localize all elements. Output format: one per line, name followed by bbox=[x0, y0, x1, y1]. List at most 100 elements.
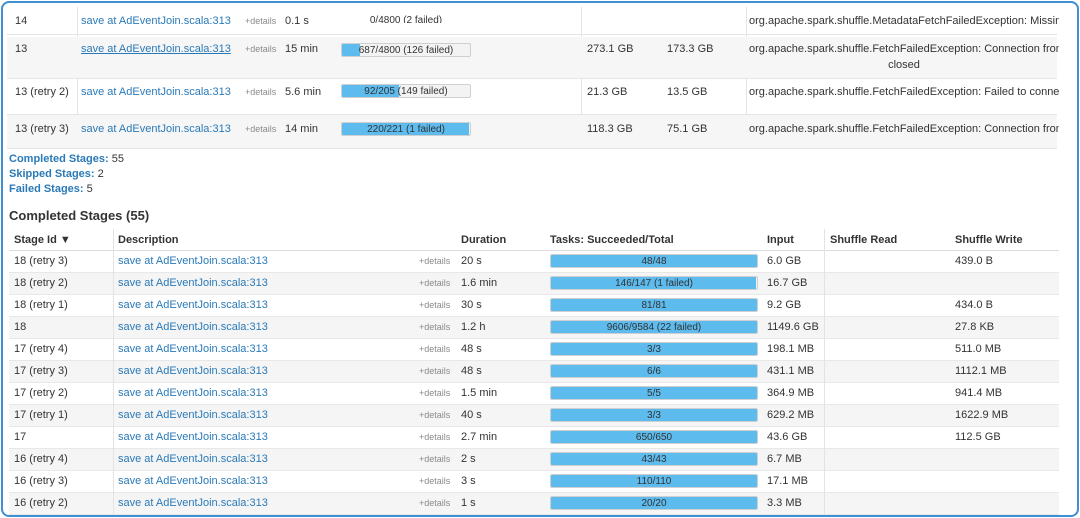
details-toggle[interactable]: +details bbox=[245, 44, 277, 54]
stage-duration: 48 s bbox=[461, 365, 482, 377]
stage-shuffle-write: 1622.9 MB bbox=[955, 409, 1009, 421]
stage-input: 6.7 MB bbox=[767, 453, 802, 465]
tasks-progress-bar: 3/3 bbox=[550, 342, 758, 356]
column-header-duration[interactable]: Duration bbox=[461, 234, 507, 246]
stage-description-link[interactable]: save at AdEventJoin.scala:313 bbox=[118, 277, 268, 289]
tasks-progress-bar: 20/20 bbox=[550, 496, 758, 510]
column-header-stage-id[interactable]: Stage Id ▼ bbox=[14, 234, 71, 246]
completed-stages-link[interactable]: Completed Stages: bbox=[9, 153, 109, 165]
stage-duration: 1.6 min bbox=[461, 277, 498, 289]
tasks-progress-bar: 92/205 (149 failed) bbox=[341, 84, 471, 98]
table-row: 18 (retry 2) save at AdEventJoin.scala:31… bbox=[9, 273, 1059, 295]
table-row: 17 (retry 1) save at AdEventJoin.scala:31… bbox=[9, 405, 1059, 427]
stage-id: 17 bbox=[14, 431, 27, 443]
stage-duration: 40 s bbox=[461, 409, 482, 421]
stage-description-link[interactable]: save at AdEventJoin.scala:313 bbox=[118, 343, 268, 355]
stage-id: 14 bbox=[15, 15, 28, 27]
column-header-shuffle-write[interactable]: Shuffle Write bbox=[955, 234, 1023, 246]
skipped-stages-link[interactable]: Skipped Stages: bbox=[9, 168, 95, 180]
details-toggle[interactable]: +details bbox=[419, 410, 451, 420]
stage-id: 18 (retry 3) bbox=[14, 255, 68, 267]
table-header: Stage Id ▼ Description Duration Tasks: S… bbox=[9, 229, 1059, 251]
details-toggle[interactable]: +details bbox=[419, 388, 451, 398]
failed-stages-table: 14 save at AdEventJoin.scala:313 +detail… bbox=[7, 7, 1059, 149]
stage-shuffle-write: 27.8 KB bbox=[955, 321, 995, 333]
details-toggle[interactable]: +details bbox=[419, 432, 451, 442]
column-header-shuffle-read[interactable]: Shuffle Read bbox=[830, 234, 898, 246]
details-toggle[interactable]: +details bbox=[245, 87, 277, 97]
stage-description-link[interactable]: save at AdEventJoin.scala:313 bbox=[81, 15, 231, 27]
summary-skipped: Skipped Stages: 2 bbox=[9, 168, 104, 180]
stage-description-link[interactable]: save at AdEventJoin.scala:313 bbox=[81, 43, 231, 55]
stage-id: 17 (retry 1) bbox=[14, 409, 68, 421]
details-toggle[interactable]: +details bbox=[419, 278, 451, 288]
progress-label: 48/48 bbox=[641, 256, 667, 267]
stage-shuffle-write: 511.0 MB bbox=[955, 343, 1002, 355]
stage-description-link[interactable]: save at AdEventJoin.scala:313 bbox=[118, 497, 268, 509]
stage-id: 13 (retry 2) bbox=[15, 86, 69, 98]
tasks-progress-bar: 6/6 bbox=[550, 364, 758, 378]
details-toggle[interactable]: +details bbox=[419, 454, 451, 464]
details-toggle[interactable]: +details bbox=[419, 300, 451, 310]
stage-id: 18 bbox=[14, 321, 27, 333]
stage-description-link[interactable]: save at AdEventJoin.scala:313 bbox=[118, 453, 268, 465]
progress-label: 5/5 bbox=[647, 388, 661, 399]
details-toggle[interactable]: +details bbox=[245, 16, 277, 26]
stage-description-link[interactable]: save at AdEventJoin.scala:313 bbox=[118, 365, 268, 377]
stage-description-link[interactable]: save at AdEventJoin.scala:313 bbox=[118, 409, 268, 421]
stage-description-link[interactable]: save at AdEventJoin.scala:313 bbox=[118, 475, 268, 487]
stage-id: 13 bbox=[15, 43, 28, 55]
stage-description-link[interactable]: save at AdEventJoin.scala:313 bbox=[118, 299, 268, 311]
stage-duration: 14 min bbox=[285, 123, 319, 135]
stage-input: 198.1 MB bbox=[767, 343, 815, 355]
tasks-progress-bar: 110/110 bbox=[550, 474, 758, 488]
stage-shuffle-read: 13.5 GB bbox=[667, 86, 708, 98]
stage-duration: 1 s bbox=[461, 497, 476, 509]
details-toggle[interactable]: +details bbox=[419, 366, 451, 376]
stage-input: 43.6 GB bbox=[767, 431, 808, 443]
column-header-description[interactable]: Description bbox=[118, 234, 179, 246]
column-header-tasks[interactable]: Tasks: Succeeded/Total bbox=[550, 234, 674, 246]
failure-reason: org.apache.spark.shuffle.FetchFailedExce… bbox=[749, 123, 1059, 135]
completed-stages-heading: Completed Stages (55) bbox=[9, 208, 150, 223]
details-toggle[interactable]: +details bbox=[419, 498, 451, 508]
table-row: 13 (retry 2) save at AdEventJoin.scala:3… bbox=[7, 81, 1059, 115]
stage-description-link[interactable]: save at AdEventJoin.scala:313 bbox=[118, 321, 268, 333]
failure-reason: org.apache.spark.shuffle.MetadataFetchFa… bbox=[749, 15, 1059, 27]
details-toggle[interactable]: +details bbox=[419, 344, 451, 354]
stage-description-link[interactable]: save at AdEventJoin.scala:313 bbox=[81, 86, 231, 98]
summary-completed: Completed Stages: 55 bbox=[9, 153, 124, 165]
failed-stages-count: 5 bbox=[86, 183, 93, 195]
details-toggle[interactable]: +details bbox=[419, 476, 451, 486]
table-row: 14 save at AdEventJoin.scala:313 +detail… bbox=[7, 7, 1059, 35]
progress-label: 687/4800 (126 failed) bbox=[358, 45, 454, 56]
progress-label: 0/4800 (2 failed) bbox=[369, 15, 443, 24]
stage-description-link[interactable]: save at AdEventJoin.scala:313 bbox=[118, 431, 268, 443]
details-toggle[interactable]: +details bbox=[419, 256, 451, 266]
stage-duration: 5.6 min bbox=[285, 86, 322, 98]
tasks-progress-bar: 5/5 bbox=[550, 386, 758, 400]
column-header-input[interactable]: Input bbox=[767, 234, 794, 246]
stage-description-link[interactable]: save at AdEventJoin.scala:313 bbox=[81, 123, 231, 135]
stage-input: 273.1 GB bbox=[587, 43, 634, 55]
stage-description-link[interactable]: save at AdEventJoin.scala:313 bbox=[118, 387, 268, 399]
stage-duration: 2 s bbox=[461, 453, 476, 465]
progress-label: 9606/9584 (22 failed) bbox=[606, 322, 702, 333]
stage-description-link[interactable]: save at AdEventJoin.scala:313 bbox=[118, 255, 268, 267]
progress-fill bbox=[342, 85, 400, 97]
progress-fill bbox=[551, 453, 757, 465]
stage-shuffle-write: 941.4 MB bbox=[955, 387, 1003, 399]
details-toggle[interactable]: +details bbox=[245, 124, 277, 134]
details-toggle[interactable]: +details bbox=[419, 322, 451, 332]
stage-id: 16 (retry 3) bbox=[14, 475, 68, 487]
table-row: 17 (retry 4) save at AdEventJoin.scala:31… bbox=[9, 339, 1059, 361]
stage-shuffle-write: 1112.1 MB bbox=[955, 365, 1007, 377]
stage-input: 118.3 GB bbox=[587, 123, 633, 135]
failed-stages-link[interactable]: Failed Stages: bbox=[9, 183, 84, 195]
progress-fill bbox=[551, 497, 757, 509]
tasks-progress-bar: 146/147 (1 failed) bbox=[550, 276, 758, 290]
progress-label: 3/3 bbox=[647, 410, 661, 421]
stage-duration: 30 s bbox=[461, 299, 482, 311]
progress-fill bbox=[551, 387, 757, 399]
